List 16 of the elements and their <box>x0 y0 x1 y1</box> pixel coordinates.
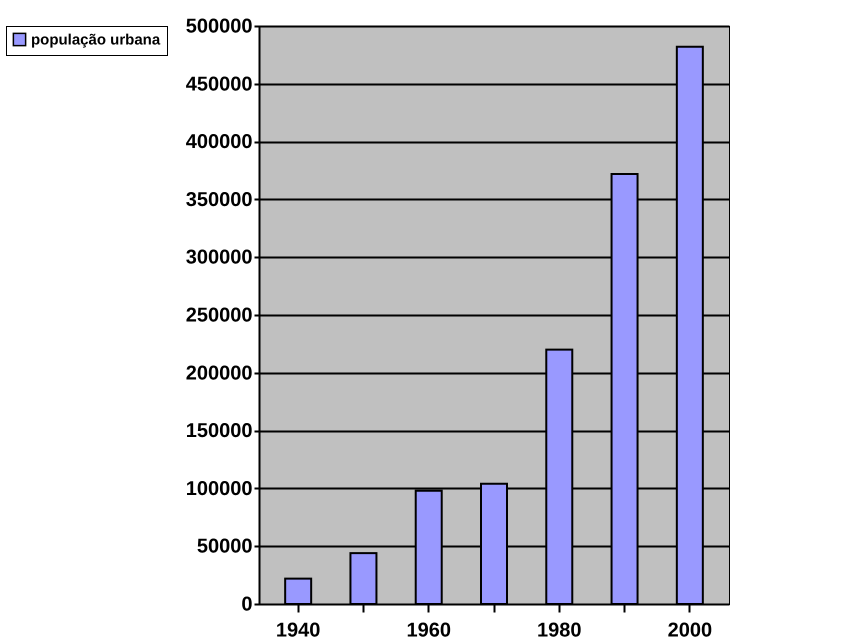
x-tick-label: 1980 <box>537 620 582 642</box>
y-tick-label: 350000 <box>186 188 252 211</box>
x-tick-label: 1940 <box>276 620 320 642</box>
y-tick-label: 200000 <box>186 362 252 384</box>
y-tick-label: 250000 <box>186 304 252 326</box>
y-tick-label: 100000 <box>186 478 252 500</box>
y-tick-label: 500000 <box>186 16 252 38</box>
x-tick-label: 2000 <box>668 620 712 642</box>
y-tick-label: 400000 <box>186 131 252 154</box>
y-tick-label: 0 <box>241 594 252 616</box>
y-tick-label: 50000 <box>196 536 252 558</box>
y-tick-label: 150000 <box>186 420 252 442</box>
x-tick-label: 1960 <box>406 620 451 642</box>
y-tick-label: 450000 <box>186 73 252 96</box>
legend-label: população urbana <box>31 32 161 48</box>
y-tick-label: 300000 <box>186 246 252 269</box>
